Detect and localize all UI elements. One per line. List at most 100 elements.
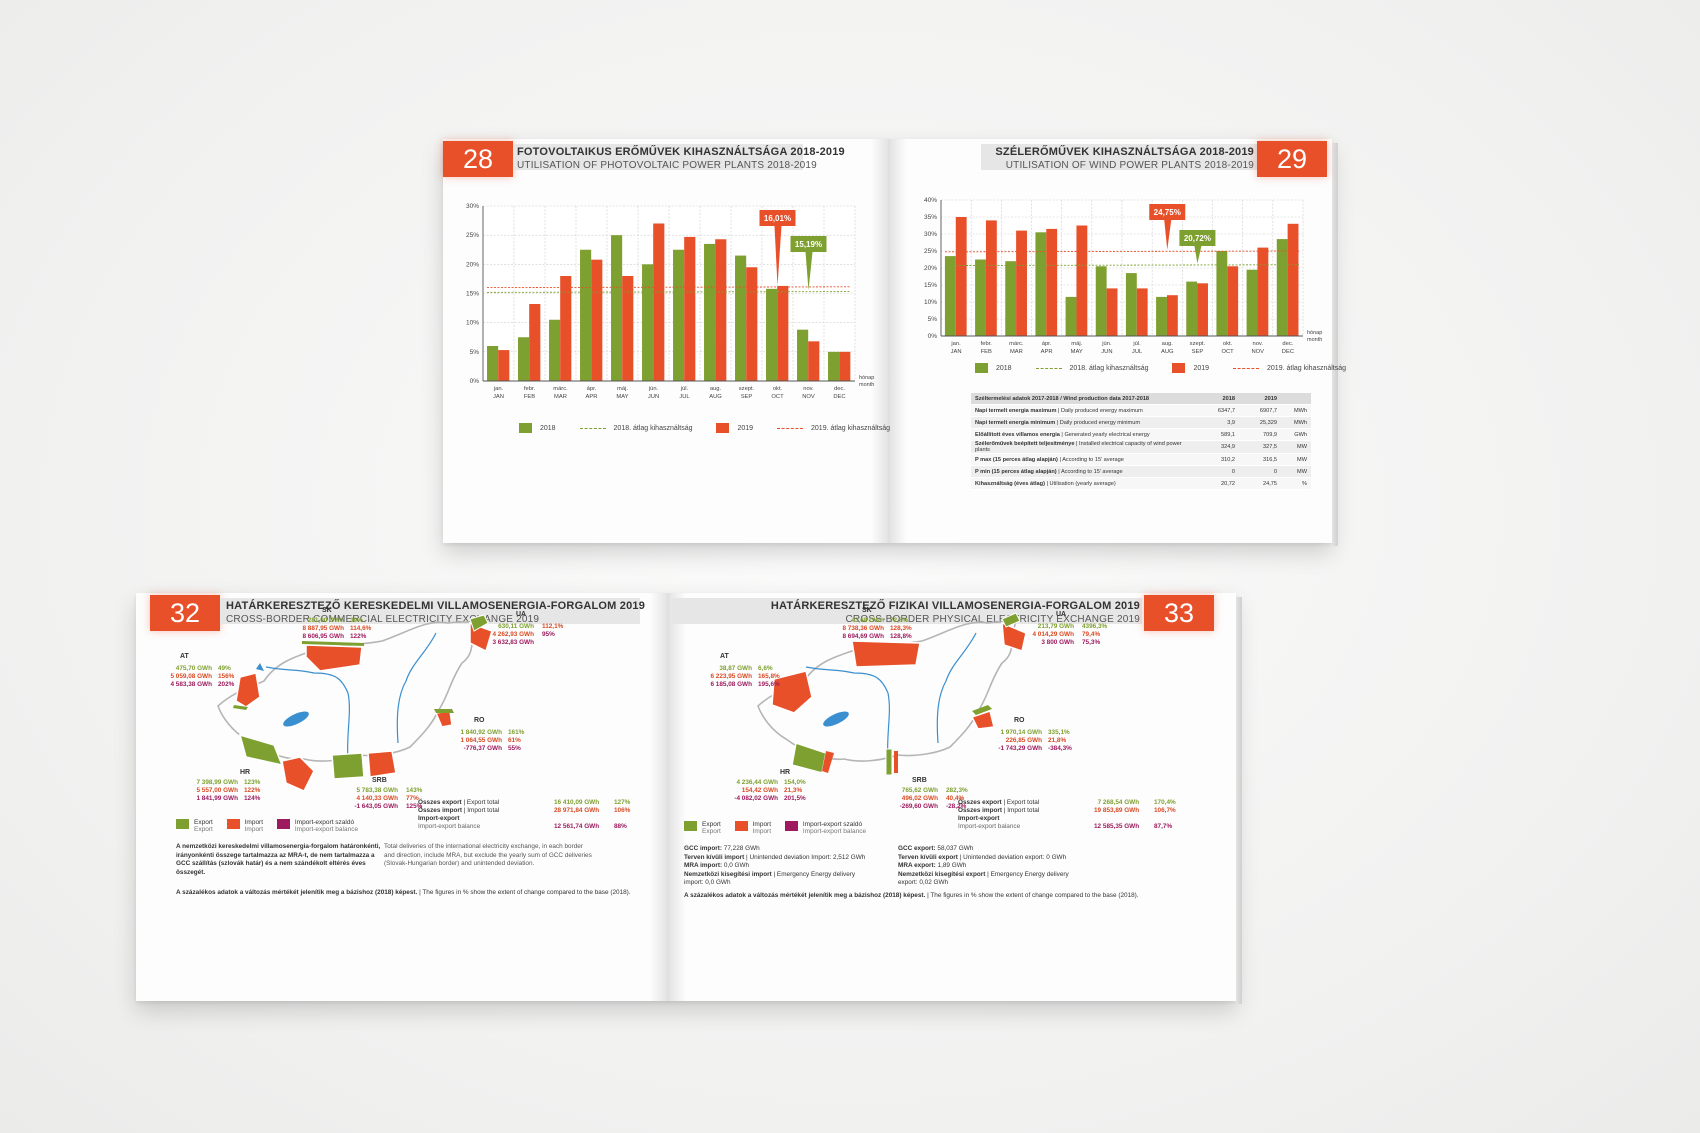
x-tick-label: JUL: [679, 394, 690, 400]
balance-value: 8 694,69 GWh: [842, 633, 884, 640]
x-tick-label: JUL: [1132, 349, 1143, 355]
hr-import-arrow: [281, 756, 315, 792]
table-row: P min (15 perces átlag alapján) | Accord…: [971, 465, 1311, 478]
legend-item-import: Import Import: [734, 821, 771, 835]
flow-change-ua: 112,1% 95%: [542, 623, 563, 639]
bar-2018-11: [828, 351, 840, 381]
y-tick-label: 5%: [470, 349, 480, 356]
legend-item-avg-2018: 2018. átlag kihasználtság: [579, 425, 693, 432]
bar-2019-4: [1076, 225, 1088, 336]
x-tick-label: JAN: [493, 394, 504, 400]
bar-2019-7: [1166, 295, 1178, 336]
x-tick-label: jún.: [648, 386, 659, 392]
river-danube: [805, 666, 890, 762]
total-changes: 170,4% 106,7% 87,7%: [1154, 799, 1176, 831]
table-row: Kihasználtság (éves átlag) | Utilisation…: [971, 477, 1311, 490]
ua-export-arrow: [469, 614, 489, 632]
y-tick-label: 20%: [924, 265, 937, 272]
callout-label: 24,75%: [1154, 208, 1181, 217]
note-line: Terven kívüli export | Unintended deviat…: [898, 853, 1067, 861]
hungary-map: [217, 614, 493, 792]
x-tick-label: okt.: [773, 386, 783, 392]
bar-2019-2: [560, 276, 572, 381]
legend-swatch: [1172, 363, 1186, 373]
bar-2018-1: [518, 337, 530, 381]
total-values: 7 268,54 GWh 19 853,89 GWh 12 585,35 GWh: [1094, 799, 1139, 831]
y-tick-label: 15%: [466, 291, 479, 298]
country-label-ro: RO: [1014, 717, 1025, 724]
note-line: Nemzetközi kisegítési import | Emergency…: [684, 870, 856, 878]
country-label-at: AT: [180, 653, 189, 660]
y-tick-label: 25%: [924, 248, 937, 255]
row-label: Napi termelt energia minimum | Daily pro…: [971, 416, 1197, 429]
lake-balaton: [823, 711, 849, 727]
export-change: 39%: [350, 617, 363, 624]
total-import-label: Összes import | Import total: [418, 807, 500, 814]
total-export-value: 16 410,09 GWh: [554, 799, 600, 806]
balance-change: 124%: [244, 795, 261, 802]
x-tick-label: aug.: [710, 386, 722, 392]
bar-2019-7: [715, 239, 727, 381]
hr-import-arrow: [822, 751, 834, 773]
balance-value: -1 643,05 GWh: [354, 803, 398, 810]
srb-export-arrow: [331, 752, 365, 780]
hr-export-arrow: [791, 742, 827, 774]
country-label-srb: SRB: [912, 777, 927, 784]
brochure-spread-bottom: 32 HATÁRKERESZTEZŐ KERESKEDELMI VILLAMOS…: [136, 593, 1242, 1004]
total-balance-label: Import-export: [958, 815, 1000, 822]
spread-gutter: [871, 139, 907, 543]
import-value: 226,85 GWh: [1005, 737, 1042, 744]
import-change: 79,4%: [1082, 631, 1101, 638]
y-tick-label: 0%: [928, 333, 938, 340]
y-tick-label: 10%: [466, 320, 479, 327]
import-change: 112,1%: [542, 623, 564, 630]
bar-2019-10: [1257, 247, 1269, 336]
export-change: 72,8%: [890, 617, 909, 624]
x-tick-label: jan.: [493, 386, 504, 392]
flow-change-sk: 39% 114,6% 122%: [350, 617, 371, 641]
flow-change-ua: 4396,3% 79,4% 75,3%: [1082, 623, 1107, 647]
legend-item-2018: 2018: [519, 423, 556, 433]
y-tick-label: 40%: [924, 197, 937, 204]
x-tick-label: SEP: [741, 394, 753, 400]
note-en: Total deliveries of the international el…: [384, 843, 592, 868]
import-value: 154,42 GWh: [741, 787, 778, 794]
balance-value: -1 743,29 GWh: [998, 745, 1042, 752]
country-label-ua: UA: [1056, 611, 1067, 618]
legend-line: [579, 427, 606, 429]
page-title: FOTOVOLTAIKUS ERŐMŰVEK KIHASZNÁLTSÁGA 20…: [517, 146, 845, 158]
legend-line: [777, 427, 804, 429]
legend-item-export: Export Export: [176, 819, 213, 833]
x-tick-label: DEC: [833, 394, 845, 400]
table-header-cell: Széltermelési adatok 2017-2018 / Wind pr…: [971, 393, 1197, 405]
x-tick-label: júl.: [680, 386, 689, 392]
bar-2018-8: [1186, 281, 1198, 336]
legend-item-2018: 2018: [975, 363, 1012, 373]
bar-2019-0: [955, 217, 967, 336]
balance-value: -269,60 GWh: [899, 803, 938, 810]
total-import-label: Összes import | Import total: [958, 807, 1040, 814]
flow-values-sk: 43,68 GWh 8 738,36 GWh 8 694,69 GWh: [842, 617, 884, 641]
balance-value: 8 606,95 GWh: [302, 633, 344, 640]
river-tisza: [396, 632, 437, 744]
legend-swatch: [975, 363, 988, 373]
x-tick-label: FEB: [524, 394, 535, 400]
callout-pointer: [805, 252, 813, 291]
x-tick-label: ápr.: [1042, 341, 1052, 347]
row-label: Kihasználtság (éves átlag) | Utilisation…: [971, 477, 1197, 490]
bar-2019-5: [653, 223, 665, 381]
balance-change: 195,6%: [758, 681, 780, 688]
value-2019: 6907,7: [1239, 404, 1281, 417]
bar-2019-6: [684, 236, 696, 381]
legend-item-avg-2019: 2019. átlag kihasználtság: [1233, 365, 1346, 372]
unit: %: [1281, 477, 1311, 490]
at-arrow: [771, 670, 813, 714]
export-value: 213,79 GWh: [1037, 623, 1074, 630]
header-bar: [981, 144, 1261, 170]
x-tick-label: FEB: [981, 349, 992, 355]
x-tick-label: júl.: [1132, 341, 1141, 347]
balance-change: -28,2%: [946, 803, 967, 810]
note-line: MRA import: 0,0 GWh: [684, 862, 750, 870]
legend-item-export: Export Export: [684, 821, 721, 835]
country-label-sk: SK: [862, 607, 872, 614]
